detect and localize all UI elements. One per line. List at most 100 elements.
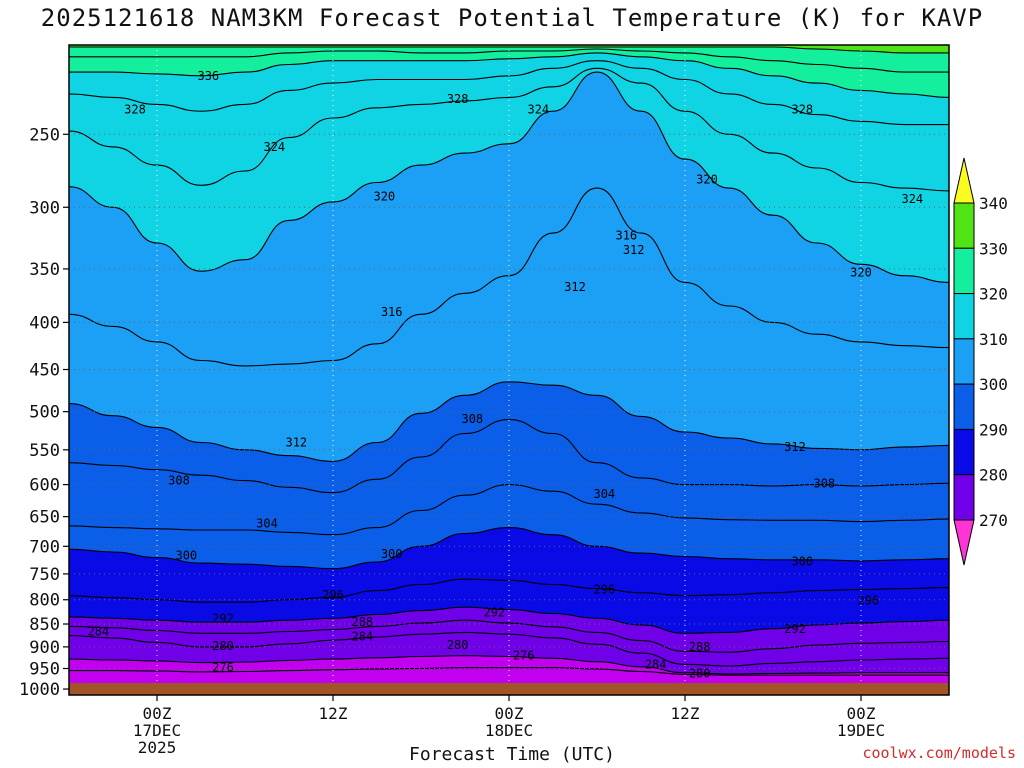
colorbar-label: 290	[979, 420, 1008, 439]
contour-label: 296	[593, 583, 615, 597]
contour-label: 320	[696, 173, 718, 187]
contour-label: 324	[901, 192, 923, 206]
colorbar-segment	[953, 247, 975, 295]
x-tick-label: 17DEC	[133, 721, 181, 740]
y-tick-label: 450	[29, 361, 60, 381]
contour-label: 284	[351, 630, 373, 644]
contour-label: 300	[381, 547, 403, 561]
contour-label: 336	[197, 69, 219, 83]
colorbar-top-arrow	[953, 157, 975, 204]
contour-label: 296	[322, 588, 344, 602]
y-tick-label: 300	[29, 198, 60, 218]
isentrope-280	[69, 655, 949, 675]
colorbar-label: 270	[979, 511, 1008, 530]
contour-label: 304	[593, 487, 615, 501]
chart-title: 2025121618 NAM3KM Forecast Potential Tem…	[40, 4, 984, 32]
fill-band-336	[69, 45, 949, 73]
fill-band-332	[69, 45, 949, 98]
contour-label: 320	[373, 189, 395, 203]
colorbar-label: 280	[979, 466, 1008, 485]
x-axis-label: Forecast Time (UTC)	[409, 744, 615, 765]
contour-label: 308	[168, 474, 190, 488]
colorbar-label: 330	[979, 239, 1008, 258]
contour-label: 312	[784, 440, 806, 454]
colorbar-segment	[953, 338, 975, 385]
contour-label: 280	[212, 639, 234, 653]
contour-label: 312	[285, 435, 307, 449]
y-tick-label: 900	[29, 638, 60, 658]
contour-label: 328	[791, 103, 813, 117]
contour-label: 324	[263, 140, 285, 154]
surface-terrain	[69, 682, 949, 695]
isentrope-276	[69, 667, 949, 676]
x-tick-label: 12Z	[319, 704, 348, 723]
x-tick-label: 00Z	[143, 704, 172, 723]
colorbar-label: 310	[979, 330, 1008, 349]
y-tick-label: 1000	[19, 680, 60, 700]
contour-label: 300	[791, 554, 813, 568]
colorbar-segment	[953, 293, 975, 340]
colorbar-label: 320	[979, 285, 1008, 304]
colorbar-label: 300	[979, 375, 1008, 394]
contour-label: 304	[256, 516, 278, 530]
y-tick-label: 500	[29, 403, 60, 423]
contour-label: 292	[212, 611, 234, 625]
contour-label: 312	[564, 280, 586, 294]
y-tick-label: 250	[29, 125, 60, 145]
isentrope-292	[69, 606, 949, 634]
x-tick-label: 00Z	[495, 704, 524, 723]
contour-label: 292	[483, 606, 505, 620]
colorbar-segment	[953, 383, 975, 430]
isentrope-340	[69, 46, 949, 54]
contour-label: 308	[813, 476, 835, 490]
contour-label: 308	[461, 412, 483, 426]
isentrope-324	[69, 67, 949, 192]
x-tick-label: 19DEC	[837, 721, 885, 740]
contour-label: 312	[623, 243, 645, 257]
y-tick-label: 550	[29, 441, 60, 461]
colorbar-label: 340	[979, 194, 1008, 213]
contour-label: 328	[124, 103, 146, 117]
isentrope-284	[69, 631, 949, 667]
y-tick-label: 650	[29, 508, 60, 528]
contour-label: 288	[689, 640, 711, 654]
contour-label: 316	[381, 305, 403, 319]
contour-label: 284	[645, 657, 667, 671]
contour-label: 316	[615, 229, 637, 243]
isentrope-316	[69, 187, 949, 367]
y-tick-label: 600	[29, 476, 60, 496]
y-tick-label: 700	[29, 537, 60, 557]
contour-label: 300	[175, 548, 197, 562]
y-tick-label: 800	[29, 591, 60, 611]
contour-label: 280	[689, 667, 711, 681]
contour-label: 324	[527, 103, 549, 117]
contour-label: 276	[212, 661, 234, 675]
y-tick-label: 350	[29, 260, 60, 280]
x-tick-label: 2025	[138, 738, 177, 757]
contour-label: 276	[513, 649, 535, 663]
contour-label: 320	[850, 265, 872, 279]
contour-label: 284	[87, 624, 109, 638]
isentrope-312	[69, 381, 949, 462]
x-tick-label: 18DEC	[485, 721, 533, 740]
y-tick-label: 850	[29, 615, 60, 635]
y-tick-label: 750	[29, 565, 60, 585]
colorbar-bottom-arrow	[953, 519, 975, 566]
isentrope-332	[69, 52, 949, 98]
contour-label: 288	[351, 615, 373, 629]
colorbar-segment	[953, 202, 975, 249]
x-tick-label: 12Z	[671, 704, 700, 723]
x-tick-label: 00Z	[847, 704, 876, 723]
isentrope-300	[69, 527, 949, 570]
contour-label: 296	[857, 594, 879, 608]
colorbar-segment	[953, 428, 975, 476]
y-tick-label: 950	[29, 660, 60, 680]
y-tick-label: 400	[29, 313, 60, 333]
colorbar-segment	[953, 474, 975, 521]
credit-link[interactable]: coolwx.com/models	[862, 744, 1016, 762]
isentrope-288	[69, 619, 949, 653]
contour-label: 328	[447, 92, 469, 106]
contour-label: 292	[784, 622, 806, 636]
contour-label: 280	[447, 638, 469, 652]
